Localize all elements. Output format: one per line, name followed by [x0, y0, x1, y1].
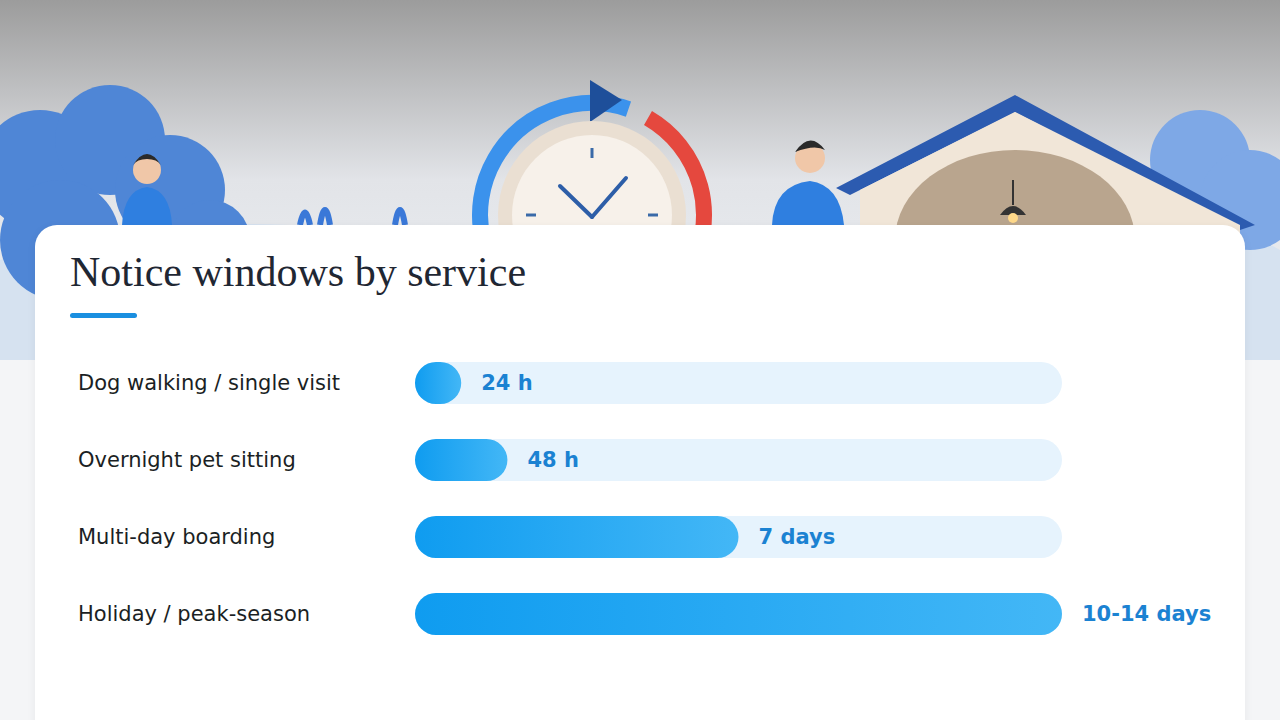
svg-text:7 days: 7 days [759, 525, 836, 549]
svg-text:10-14 days: 10-14 days [1082, 602, 1211, 626]
svg-text:Overnight pet sitting: Overnight pet sitting [78, 448, 296, 472]
svg-text:48 h: 48 h [527, 448, 579, 472]
svg-text:24 h: 24 h [481, 371, 533, 395]
svg-text:Multi-day boarding: Multi-day boarding [78, 525, 275, 549]
html-text:Notice windows by service: Notice windows by service [70, 249, 527, 295]
svg-text:Holiday / peak-season: Holiday / peak-season [78, 602, 310, 626]
svg-text:Dog walking / single visit: Dog walking / single visit [78, 371, 340, 395]
